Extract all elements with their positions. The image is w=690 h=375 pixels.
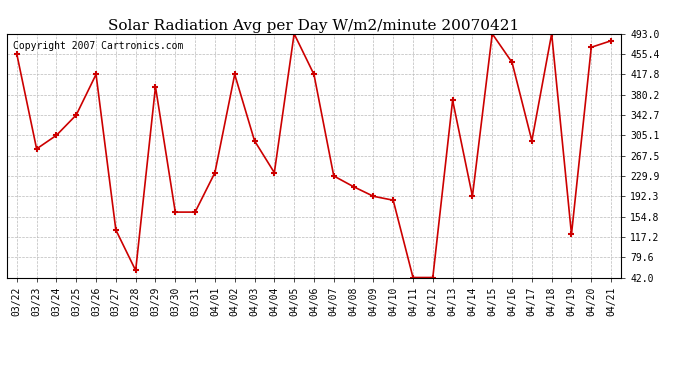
Text: Copyright 2007 Cartronics.com: Copyright 2007 Cartronics.com <box>13 41 184 51</box>
Title: Solar Radiation Avg per Day W/m2/minute 20070421: Solar Radiation Avg per Day W/m2/minute … <box>108 19 520 33</box>
